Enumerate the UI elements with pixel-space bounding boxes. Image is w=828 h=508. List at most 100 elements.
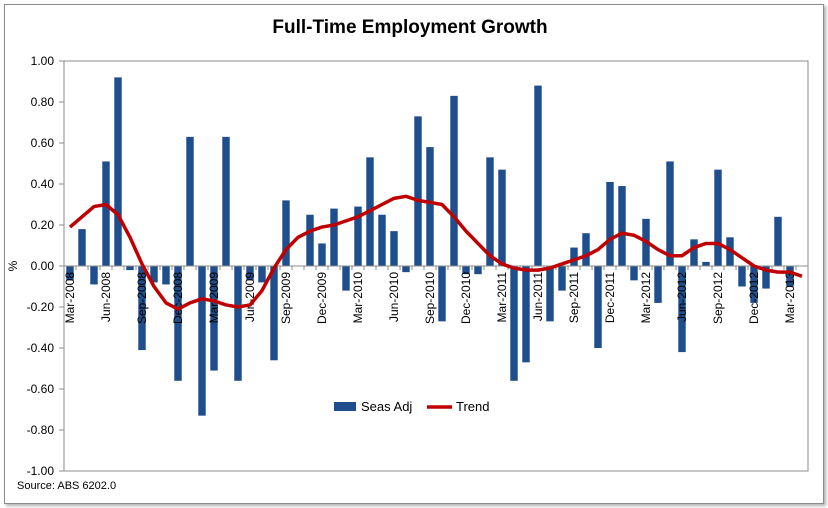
x-tick-label: Mar-2009 (207, 272, 221, 324)
bar (114, 77, 122, 267)
bar (690, 239, 698, 266)
x-tick-label: Mar-2012 (639, 272, 653, 324)
bar (702, 261, 710, 266)
x-tick-label: Jun-2012 (675, 272, 689, 322)
y-tick-label: 0.40 (31, 177, 55, 191)
bar (666, 161, 674, 266)
bar (402, 266, 410, 273)
bar (330, 208, 338, 266)
bar (234, 266, 242, 381)
bar (558, 266, 566, 291)
trend-line (68, 194, 803, 311)
bar (162, 266, 170, 285)
y-tick-label: -0.60 (27, 382, 55, 396)
bar (126, 266, 134, 271)
bar (174, 266, 182, 381)
x-tick-label: Sep-2010 (423, 272, 437, 324)
y-tick-label: 0.20 (31, 218, 55, 232)
bar (426, 147, 434, 266)
bar (306, 214, 314, 266)
y-tick-label: -0.80 (27, 423, 55, 437)
x-tick-label: Dec-2011 (603, 272, 617, 323)
y-tick-label: 0.80 (31, 95, 55, 109)
bar (678, 266, 686, 353)
bar (318, 243, 326, 266)
chart-title: Full-Time Employment Growth (272, 17, 547, 38)
bar (738, 266, 746, 287)
bar (414, 116, 422, 266)
x-tick-label: Dec-2009 (315, 272, 329, 324)
bar (66, 266, 74, 281)
x-tick-label: Dec-2008 (171, 272, 185, 324)
bar (342, 266, 350, 291)
bar (786, 266, 794, 287)
bar (774, 216, 782, 266)
y-axis: 1.00 0.80 0.60 0.40 0.20 0.00 -0.20 -0.40 -0.60 -… (27, 54, 64, 478)
legend-swatch-seas-adj (334, 402, 356, 411)
bar (90, 266, 98, 285)
bar (534, 85, 542, 266)
y-tick-label: 0.60 (31, 136, 55, 150)
bar (618, 186, 626, 266)
bar (546, 266, 554, 322)
x-tick-label: Mar-2013 (783, 272, 797, 324)
bar (102, 161, 110, 266)
bar-series (64, 77, 808, 416)
bar (486, 157, 494, 266)
bar (78, 229, 86, 266)
legend: Seas Adj Trend (334, 399, 489, 414)
bar (750, 266, 758, 303)
bar (354, 206, 362, 266)
x-tick-label: Jun-2010 (387, 272, 401, 322)
bar (570, 247, 578, 266)
x-tick-label: Mar-2008 (63, 272, 77, 324)
bar (450, 95, 458, 266)
bar (606, 181, 614, 266)
bar (438, 266, 446, 322)
x-tick-label: Dec-2010 (459, 272, 473, 324)
x-tick-label: Sep-2008 (135, 272, 149, 324)
x-tick-label: Jun-2011 (531, 272, 545, 321)
y-axis-label: % (6, 260, 20, 271)
y-tick-label: -0.20 (27, 300, 55, 314)
bar (246, 266, 254, 281)
bar (150, 266, 158, 283)
legend-label-trend: Trend (456, 399, 489, 414)
bar (462, 266, 470, 275)
bar (498, 169, 506, 266)
x-tick-label: Dec-2012 (747, 272, 761, 324)
x-tick-label: Jun-2008 (99, 272, 113, 322)
bar (258, 266, 266, 283)
x-tick-label: Jun-2009 (243, 272, 257, 322)
bar (198, 266, 206, 416)
x-tick-label: Sep-2012 (711, 272, 725, 324)
bar (210, 266, 218, 371)
bar (474, 266, 482, 275)
bar (222, 136, 230, 266)
bar (378, 214, 386, 266)
y-tick-label: 0.00 (31, 259, 55, 273)
y-tick-label: -0.40 (27, 341, 55, 355)
bar (594, 266, 602, 348)
legend-label-seas-adj: Seas Adj (361, 399, 412, 414)
bar (270, 266, 278, 361)
x-tick-label: Sep-2009 (279, 272, 293, 324)
bar (282, 200, 290, 266)
bar (390, 231, 398, 266)
bar (762, 266, 770, 289)
x-tick-label: Mar-2010 (351, 272, 365, 324)
bar (510, 266, 518, 381)
bar (186, 136, 194, 266)
bar (630, 266, 638, 281)
bar (714, 169, 722, 266)
bar (522, 266, 530, 363)
x-axis: Mar-2008 Jun-2008 Sep-2008 Dec-2008 Mar-2009… (63, 266, 809, 324)
bar (654, 266, 662, 303)
bar (138, 266, 146, 351)
x-tick-label: Sep-2011 (567, 272, 581, 323)
bar (582, 233, 590, 266)
source-note: Source: ABS 6202.0 (17, 480, 116, 492)
x-tick-label: Mar-2011 (495, 272, 509, 323)
y-tick-label: -1.00 (27, 464, 55, 478)
